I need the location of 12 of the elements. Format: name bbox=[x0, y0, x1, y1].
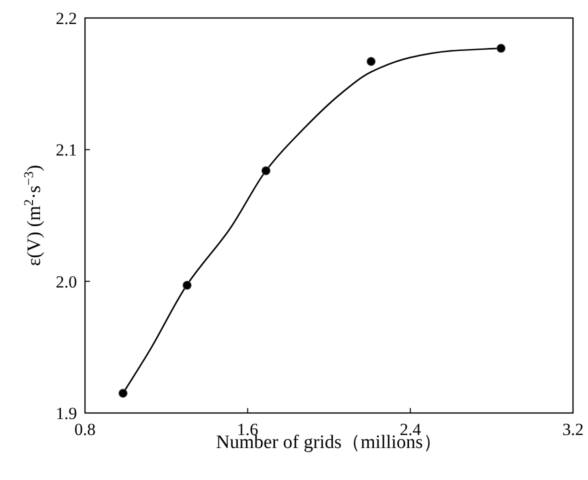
y-tick-label: 2.1 bbox=[56, 140, 77, 160]
y-tick-label: 1.9 bbox=[56, 404, 77, 423]
point bbox=[118, 388, 128, 398]
x-tick-label: 0.8 bbox=[74, 420, 96, 439]
point bbox=[496, 44, 506, 53]
y-tick-label: 2.2 bbox=[56, 9, 77, 28]
point bbox=[182, 280, 192, 290]
x-tick-label: 3.2 bbox=[562, 420, 584, 439]
point bbox=[261, 166, 270, 176]
y-tick-label: 2.0 bbox=[56, 272, 77, 292]
point bbox=[366, 56, 376, 66]
x-tick-label: 2.4 bbox=[400, 420, 422, 439]
